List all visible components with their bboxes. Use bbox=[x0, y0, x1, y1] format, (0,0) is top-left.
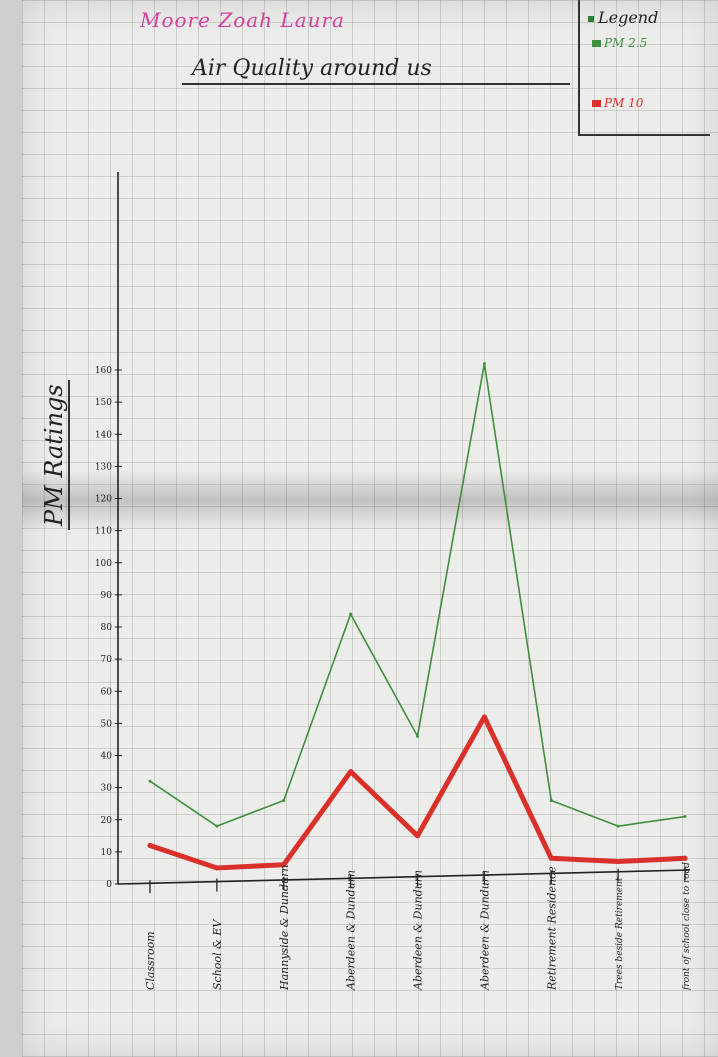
y-tick-label: 20 bbox=[101, 816, 113, 826]
data-point-pm25 bbox=[349, 612, 353, 616]
data-point-pm25 bbox=[416, 734, 419, 738]
data-point-pm10 bbox=[281, 862, 287, 868]
legend-box: Legend PM 2.5 PM 10 bbox=[578, 0, 710, 136]
x-tick-label: School & EV bbox=[211, 919, 224, 990]
x-axis-line bbox=[117, 869, 691, 885]
y-tick-label: 60 bbox=[101, 687, 113, 697]
y-tick-label: 30 bbox=[101, 784, 113, 794]
y-tick-label: 0 bbox=[106, 880, 112, 890]
x-tick-label: Classroom bbox=[144, 931, 157, 990]
data-point-pm25 bbox=[482, 362, 486, 366]
data-point-pm25 bbox=[282, 798, 286, 802]
x-tick-label: front of school close to road bbox=[682, 862, 692, 991]
x-tick-label: Retirement Residence bbox=[545, 866, 558, 991]
x-tick-label: Hannyside & Dundurn bbox=[278, 865, 291, 992]
x-tick-label: Aberdeen & Dundurn bbox=[412, 870, 425, 991]
data-point-pm10 bbox=[348, 769, 354, 775]
graph-paper-sheet bbox=[22, 0, 718, 1057]
legend-item-pm10: PM 10 bbox=[592, 96, 643, 110]
data-point-pm10 bbox=[415, 833, 420, 839]
data-point-pm10 bbox=[548, 855, 554, 861]
y-tick-label: 150 bbox=[95, 398, 112, 408]
legend-swatch-pm10 bbox=[592, 100, 601, 107]
legend-label-pm25: PM 2.5 bbox=[604, 36, 648, 50]
x-tick-label: Aberdeen & Dundurn bbox=[345, 870, 358, 991]
data-point-pm10 bbox=[682, 855, 688, 861]
legend-bullet-icon bbox=[588, 15, 594, 22]
series-line-pm25 bbox=[149, 362, 686, 827]
data-point-pm25 bbox=[549, 798, 553, 802]
y-tick-label: 160 bbox=[95, 366, 112, 376]
y-tick-label: 70 bbox=[101, 655, 113, 665]
y-tick-label: 80 bbox=[101, 623, 113, 633]
data-point-pm10 bbox=[147, 842, 153, 848]
legend-title-text: Legend bbox=[598, 8, 659, 27]
data-point-pm25 bbox=[148, 779, 152, 783]
y-tick-label: 40 bbox=[101, 752, 113, 762]
y-tick-label: 90 bbox=[101, 591, 113, 601]
data-point-pm25 bbox=[683, 815, 687, 819]
data-point-pm10 bbox=[214, 865, 220, 871]
y-tick-label: 10 bbox=[101, 848, 113, 858]
legend-heading: Legend bbox=[588, 8, 658, 27]
data-point-pm25 bbox=[215, 824, 219, 828]
data-point-pm10 bbox=[481, 714, 487, 720]
y-tick-label: 50 bbox=[101, 719, 113, 729]
y-tick-label: 120 bbox=[95, 495, 112, 505]
y-tick-label: 100 bbox=[95, 559, 112, 569]
x-tick-label: Aberdeen & Dundurn bbox=[478, 870, 491, 991]
legend-item-pm25: PM 2.5 bbox=[592, 36, 647, 50]
series-line-pm10 bbox=[147, 714, 688, 871]
y-tick-label: 110 bbox=[95, 527, 112, 537]
chart-title: Air Quality around us bbox=[182, 56, 570, 85]
legend-swatch-pm25 bbox=[592, 40, 601, 47]
x-tick-label: Trees beside Retirement bbox=[615, 877, 625, 990]
data-point-pm25 bbox=[616, 824, 620, 828]
y-tick-label: 130 bbox=[95, 462, 112, 472]
author-names: Moore Zoah Laura bbox=[140, 8, 345, 32]
legend-label-pm10: PM 10 bbox=[604, 96, 644, 110]
y-tick-label: 140 bbox=[95, 430, 112, 440]
data-point-pm10 bbox=[615, 859, 621, 865]
